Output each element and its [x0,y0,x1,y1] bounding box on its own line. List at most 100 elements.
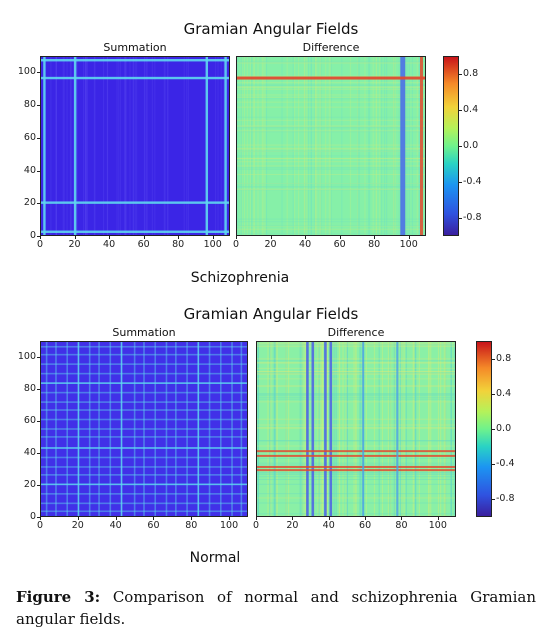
texture-line [237,155,425,157]
texture-line [304,57,306,235]
texture-line [360,342,362,516]
texture-line [257,401,455,403]
axis-tick [37,137,40,139]
texture-line [257,440,455,442]
texture-line [237,126,425,128]
texture-line [384,57,386,235]
texture-line [237,60,425,62]
texture-line [406,57,408,235]
texture-line [146,57,148,235]
axis-tick [459,182,462,183]
texture-line [270,342,272,516]
texture-line [390,342,392,516]
axis-tick [339,236,341,239]
texture-line [257,342,259,516]
figure-caption: Figure 3: Comparison of normal and schiz… [16,586,536,630]
axis-tick [115,517,117,520]
texture-line [237,148,425,150]
texture-line [378,342,380,516]
texture-line [86,57,88,235]
colorbar-tick-label: 0.0 [496,423,512,434]
bottom-figure-title: Gramian Angular Fields [183,305,359,323]
texture-line [317,342,319,516]
grid-line [154,342,157,516]
grid-line [45,342,48,516]
texture-line [423,57,425,235]
texture-line [129,57,131,235]
texture-line [339,342,341,516]
texture-line [144,57,146,235]
texture-line [237,86,425,88]
x-tick-label: 80 [368,239,381,250]
grid-line [197,342,200,516]
grid-line [41,474,247,476]
x-tick-label: 0 [36,520,44,531]
y-tick-label: 40 [23,164,36,176]
texture-line [257,424,455,426]
x-tick-label: 80 [172,239,185,250]
texture-line [257,497,455,499]
texture-line [453,342,455,516]
y-tick-label: 100 [17,66,36,78]
grid-line [41,372,247,375]
texture-line [55,57,57,235]
y-tick-label: 40 [23,447,36,458]
axis-tick [374,236,376,239]
texture-line [301,342,303,516]
highlight-line [237,76,425,80]
texture-line [393,57,395,235]
texture-line [310,57,312,235]
y-tick-label: 60 [23,131,36,143]
texture-line [405,342,407,516]
texture-line [237,119,425,121]
texture-line [261,57,263,235]
texture-line [163,57,165,235]
colorbar-tick-label: -0.8 [463,212,482,223]
texture-line [398,57,400,235]
texture-line [320,57,322,235]
texture-line [237,96,425,98]
axis-tick [459,74,462,75]
texture-line [330,57,332,235]
texture-line [70,57,72,235]
colorbar-tick-label: -0.4 [463,176,482,187]
texture-line [273,342,275,516]
axis-tick [37,485,40,486]
colorbar-tick-label: 0.4 [496,387,512,399]
texture-line [257,372,455,374]
texture-line [237,106,425,108]
y-tick-label: 0 [29,511,36,522]
texture-line [164,57,166,235]
highlight-line [257,454,455,457]
texture-line [223,57,225,235]
grid-line [208,342,211,516]
texture-line [237,101,425,103]
axis-tick [37,517,40,518]
texture-line [257,462,455,464]
highlight-line [41,201,229,204]
top-difference-heatmap [236,56,426,236]
texture-line [257,493,455,495]
texture-line [146,57,148,235]
texture-line [257,513,455,515]
texture-line [418,342,420,516]
texture-line [257,426,455,428]
grid-line [41,466,247,468]
axis-tick [292,517,294,520]
x-tick-label: 60 [147,520,160,531]
texture-line [55,57,57,235]
highlight-line [41,76,229,80]
texture-line [304,57,306,235]
texture-line [237,165,425,167]
texture-line [318,342,320,516]
x-tick-label: 100 [220,520,239,531]
x-tick-label: 80 [185,520,198,531]
top-group-label: Schizophrenia [190,270,290,286]
texture-line [237,189,425,191]
texture-line [373,342,376,516]
texture-line [237,188,425,190]
texture-line [286,57,288,235]
x-tick-label: 60 [359,520,372,531]
y-tick-label: 100 [17,351,36,362]
x-tick-label: 40 [322,520,335,531]
